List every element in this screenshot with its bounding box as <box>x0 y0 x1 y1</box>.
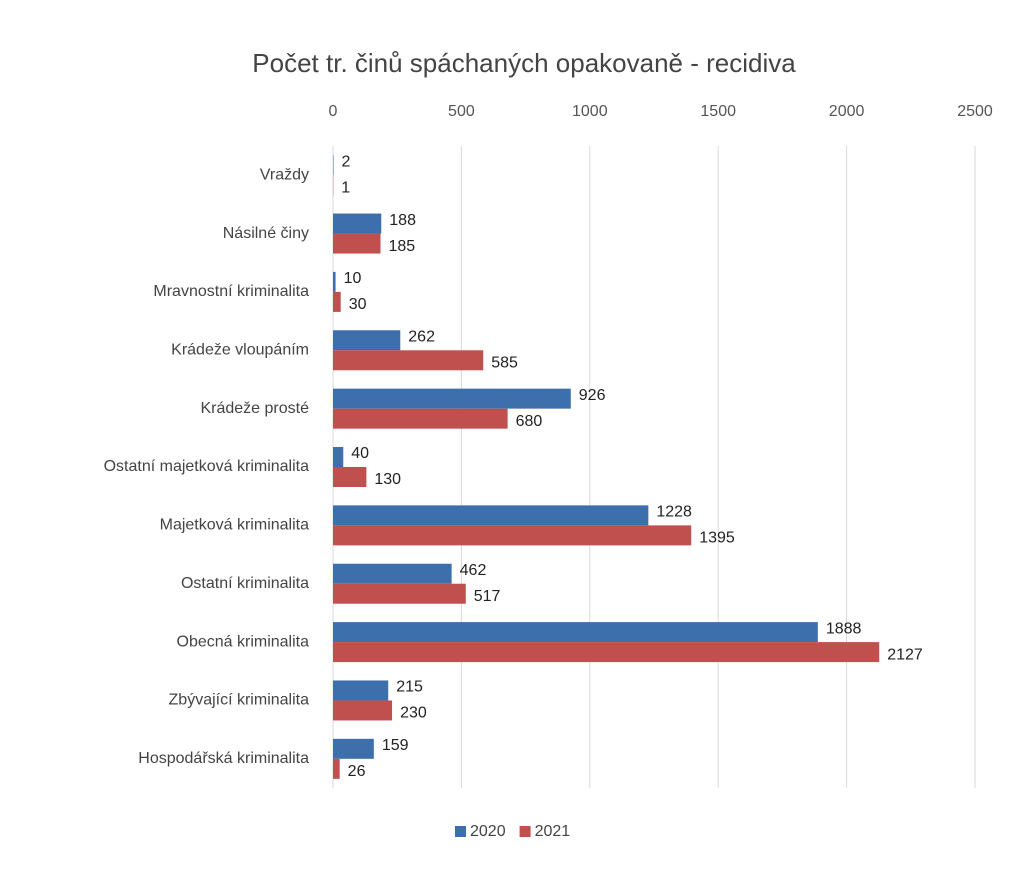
x-tick-label: 1500 <box>700 103 736 120</box>
y-tick-label: Ostatní majetková kriminalita <box>104 458 310 475</box>
legend-label: 2021 <box>535 823 571 840</box>
value-label: 10 <box>344 270 362 287</box>
bar <box>333 642 880 663</box>
value-label: 1228 <box>656 504 692 521</box>
bar <box>333 271 336 292</box>
value-label: 26 <box>348 763 366 780</box>
bar <box>333 388 571 409</box>
x-tick-label: 2000 <box>829 103 865 120</box>
value-label: 159 <box>382 737 409 754</box>
value-label: 2 <box>342 153 351 170</box>
y-tick-label: Zbývající kriminalita <box>169 692 310 709</box>
value-label: 680 <box>516 413 543 430</box>
bar <box>333 700 393 721</box>
bar <box>333 622 818 643</box>
x-tick-label: 500 <box>448 103 475 120</box>
y-tick-label: Vraždy <box>260 166 309 183</box>
chart-title: Počet tr. činů spáchaných opakovaně - re… <box>252 48 796 78</box>
bar <box>333 680 389 701</box>
value-label: 215 <box>396 679 423 696</box>
bar <box>333 350 484 371</box>
bar <box>333 505 649 526</box>
value-label: 188 <box>389 212 416 229</box>
legend-swatch <box>455 826 466 837</box>
bar <box>333 563 452 584</box>
x-tick-label: 1000 <box>572 103 608 120</box>
y-tick-label: Násilné činy <box>223 225 309 242</box>
y-tick-label: Obecná kriminalita <box>177 633 310 650</box>
value-label: 230 <box>400 705 427 722</box>
value-label: 262 <box>408 328 435 345</box>
bar <box>333 155 334 176</box>
bar <box>333 583 466 604</box>
value-label: 185 <box>389 238 416 255</box>
value-label: 462 <box>460 562 487 579</box>
bar <box>333 291 341 312</box>
y-tick-label: Hospodářská kriminalita <box>138 750 309 767</box>
value-label: 517 <box>474 588 501 605</box>
value-label: 585 <box>491 354 518 371</box>
bar <box>333 447 344 467</box>
y-tick-label: Mravnostní kriminalita <box>153 283 309 300</box>
y-tick-label: Krádeže prosté <box>200 400 309 417</box>
value-label: 130 <box>374 471 401 488</box>
x-tick-label: 0 <box>329 103 338 120</box>
bar <box>333 758 340 779</box>
y-tick-label: Ostatní kriminalita <box>181 575 309 592</box>
value-label: 1395 <box>699 530 735 547</box>
bar <box>333 330 401 351</box>
value-label: 1888 <box>826 620 862 637</box>
bar <box>333 467 367 487</box>
y-tick-label: Krádeže vloupáním <box>171 341 309 358</box>
y-tick-label: Majetková kriminalita <box>160 517 309 534</box>
legend-label: 2020 <box>470 823 506 840</box>
bar <box>333 738 374 759</box>
bar <box>333 408 508 429</box>
value-label: 2127 <box>887 646 923 663</box>
value-label: 40 <box>351 445 369 462</box>
value-label: 1 <box>341 179 350 196</box>
bar <box>333 525 692 546</box>
value-label: 926 <box>579 387 606 404</box>
bar <box>333 213 382 234</box>
legend-swatch <box>519 826 531 837</box>
x-tick-label: 2500 <box>957 103 993 120</box>
value-label: 30 <box>349 296 367 313</box>
bar <box>333 233 381 254</box>
